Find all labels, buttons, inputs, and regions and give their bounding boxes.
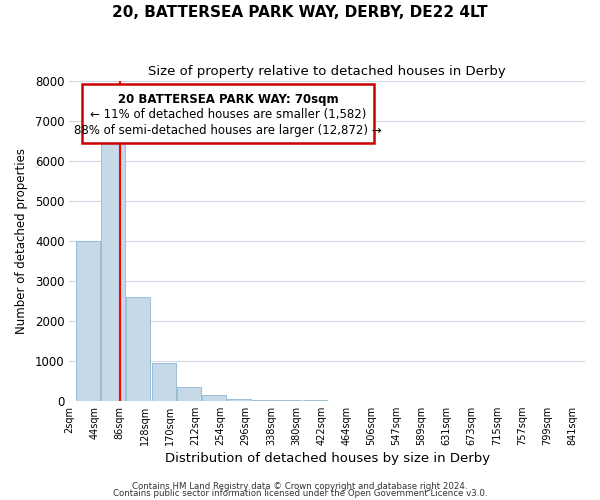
Y-axis label: Number of detached properties: Number of detached properties: [15, 148, 28, 334]
Bar: [127, 296, 151, 401]
Bar: [152, 362, 176, 401]
Bar: [177, 388, 201, 400]
Text: ← 11% of detached houses are smaller (1,582): ← 11% of detached houses are smaller (1,…: [90, 108, 366, 121]
X-axis label: Distribution of detached houses by size in Derby: Distribution of detached houses by size …: [164, 452, 490, 465]
Bar: [101, 136, 125, 400]
Text: 88% of semi-detached houses are larger (12,872) →: 88% of semi-detached houses are larger (…: [74, 124, 382, 137]
Bar: [76, 240, 100, 400]
Title: Size of property relative to detached houses in Derby: Size of property relative to detached ho…: [148, 65, 506, 78]
Bar: [227, 398, 251, 400]
Text: Contains HM Land Registry data © Crown copyright and database right 2024.: Contains HM Land Registry data © Crown c…: [132, 482, 468, 491]
FancyBboxPatch shape: [82, 84, 374, 143]
Bar: [202, 396, 226, 400]
Text: 20 BATTERSEA PARK WAY: 70sqm: 20 BATTERSEA PARK WAY: 70sqm: [118, 94, 338, 106]
Text: Contains public sector information licensed under the Open Government Licence v3: Contains public sector information licen…: [113, 490, 487, 498]
Text: 20, BATTERSEA PARK WAY, DERBY, DE22 4LT: 20, BATTERSEA PARK WAY, DERBY, DE22 4LT: [112, 5, 488, 20]
